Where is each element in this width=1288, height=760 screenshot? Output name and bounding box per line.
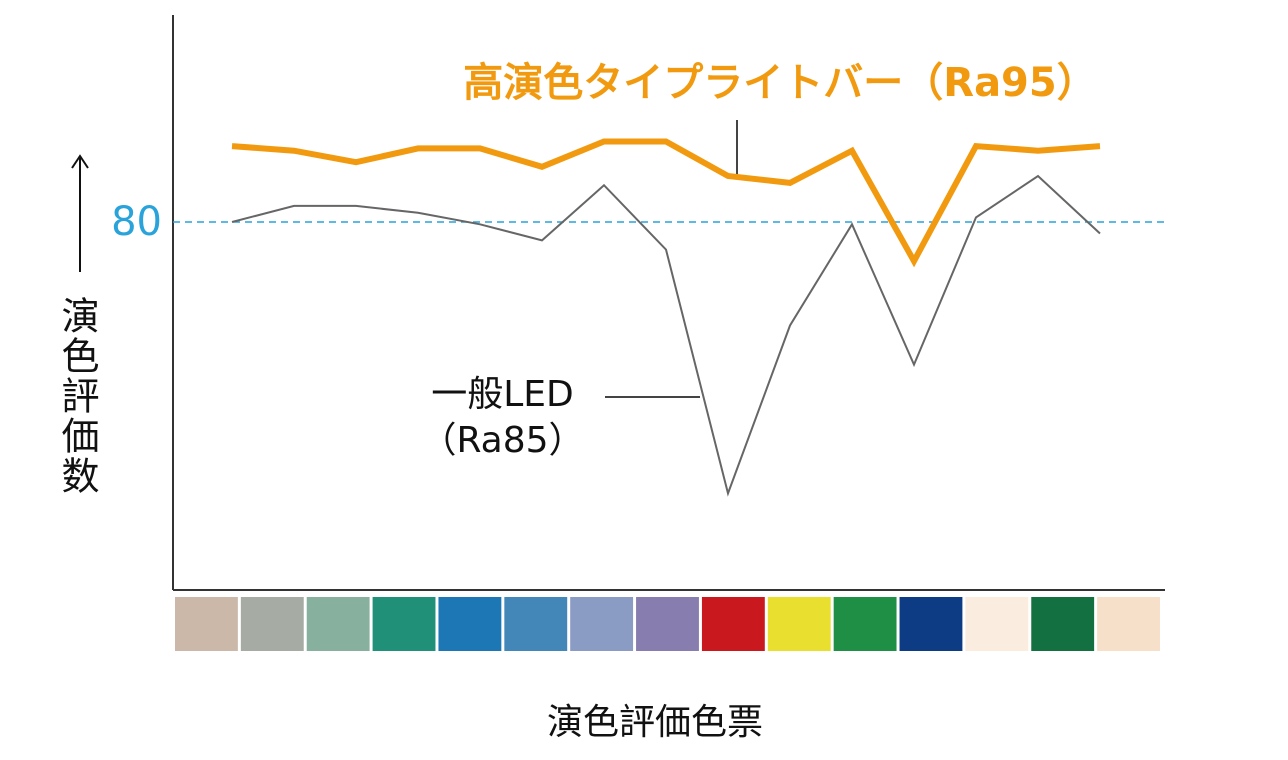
color-swatch [833, 597, 897, 651]
y-tick-label: 80 [111, 199, 162, 245]
color-swatch [1097, 597, 1160, 651]
color-swatch [899, 597, 963, 651]
color-swatch [701, 597, 765, 651]
color-swatch [175, 597, 238, 651]
color-swatch [1031, 597, 1095, 651]
color-swatch [240, 597, 304, 651]
color-swatch [306, 597, 370, 651]
series-line [231, 174, 1101, 497]
series-label: 高演色タイプライトバー（Ra95） [463, 60, 1097, 106]
series-line [231, 138, 1101, 268]
color-swatch [636, 597, 699, 651]
x-axis-label: 演色評価色票 [546, 702, 763, 743]
color-swatch [504, 597, 568, 651]
color-swatch [570, 597, 634, 651]
color-swatch [965, 597, 1029, 651]
color-swatch [438, 597, 502, 651]
color-swatch [767, 597, 831, 651]
color-swatch [372, 597, 436, 651]
y-axis-label: 演色評価数 [55, 296, 99, 496]
y-arrow-head [71, 154, 89, 169]
series-label: 一般LED （Ra85） [420, 374, 585, 461]
